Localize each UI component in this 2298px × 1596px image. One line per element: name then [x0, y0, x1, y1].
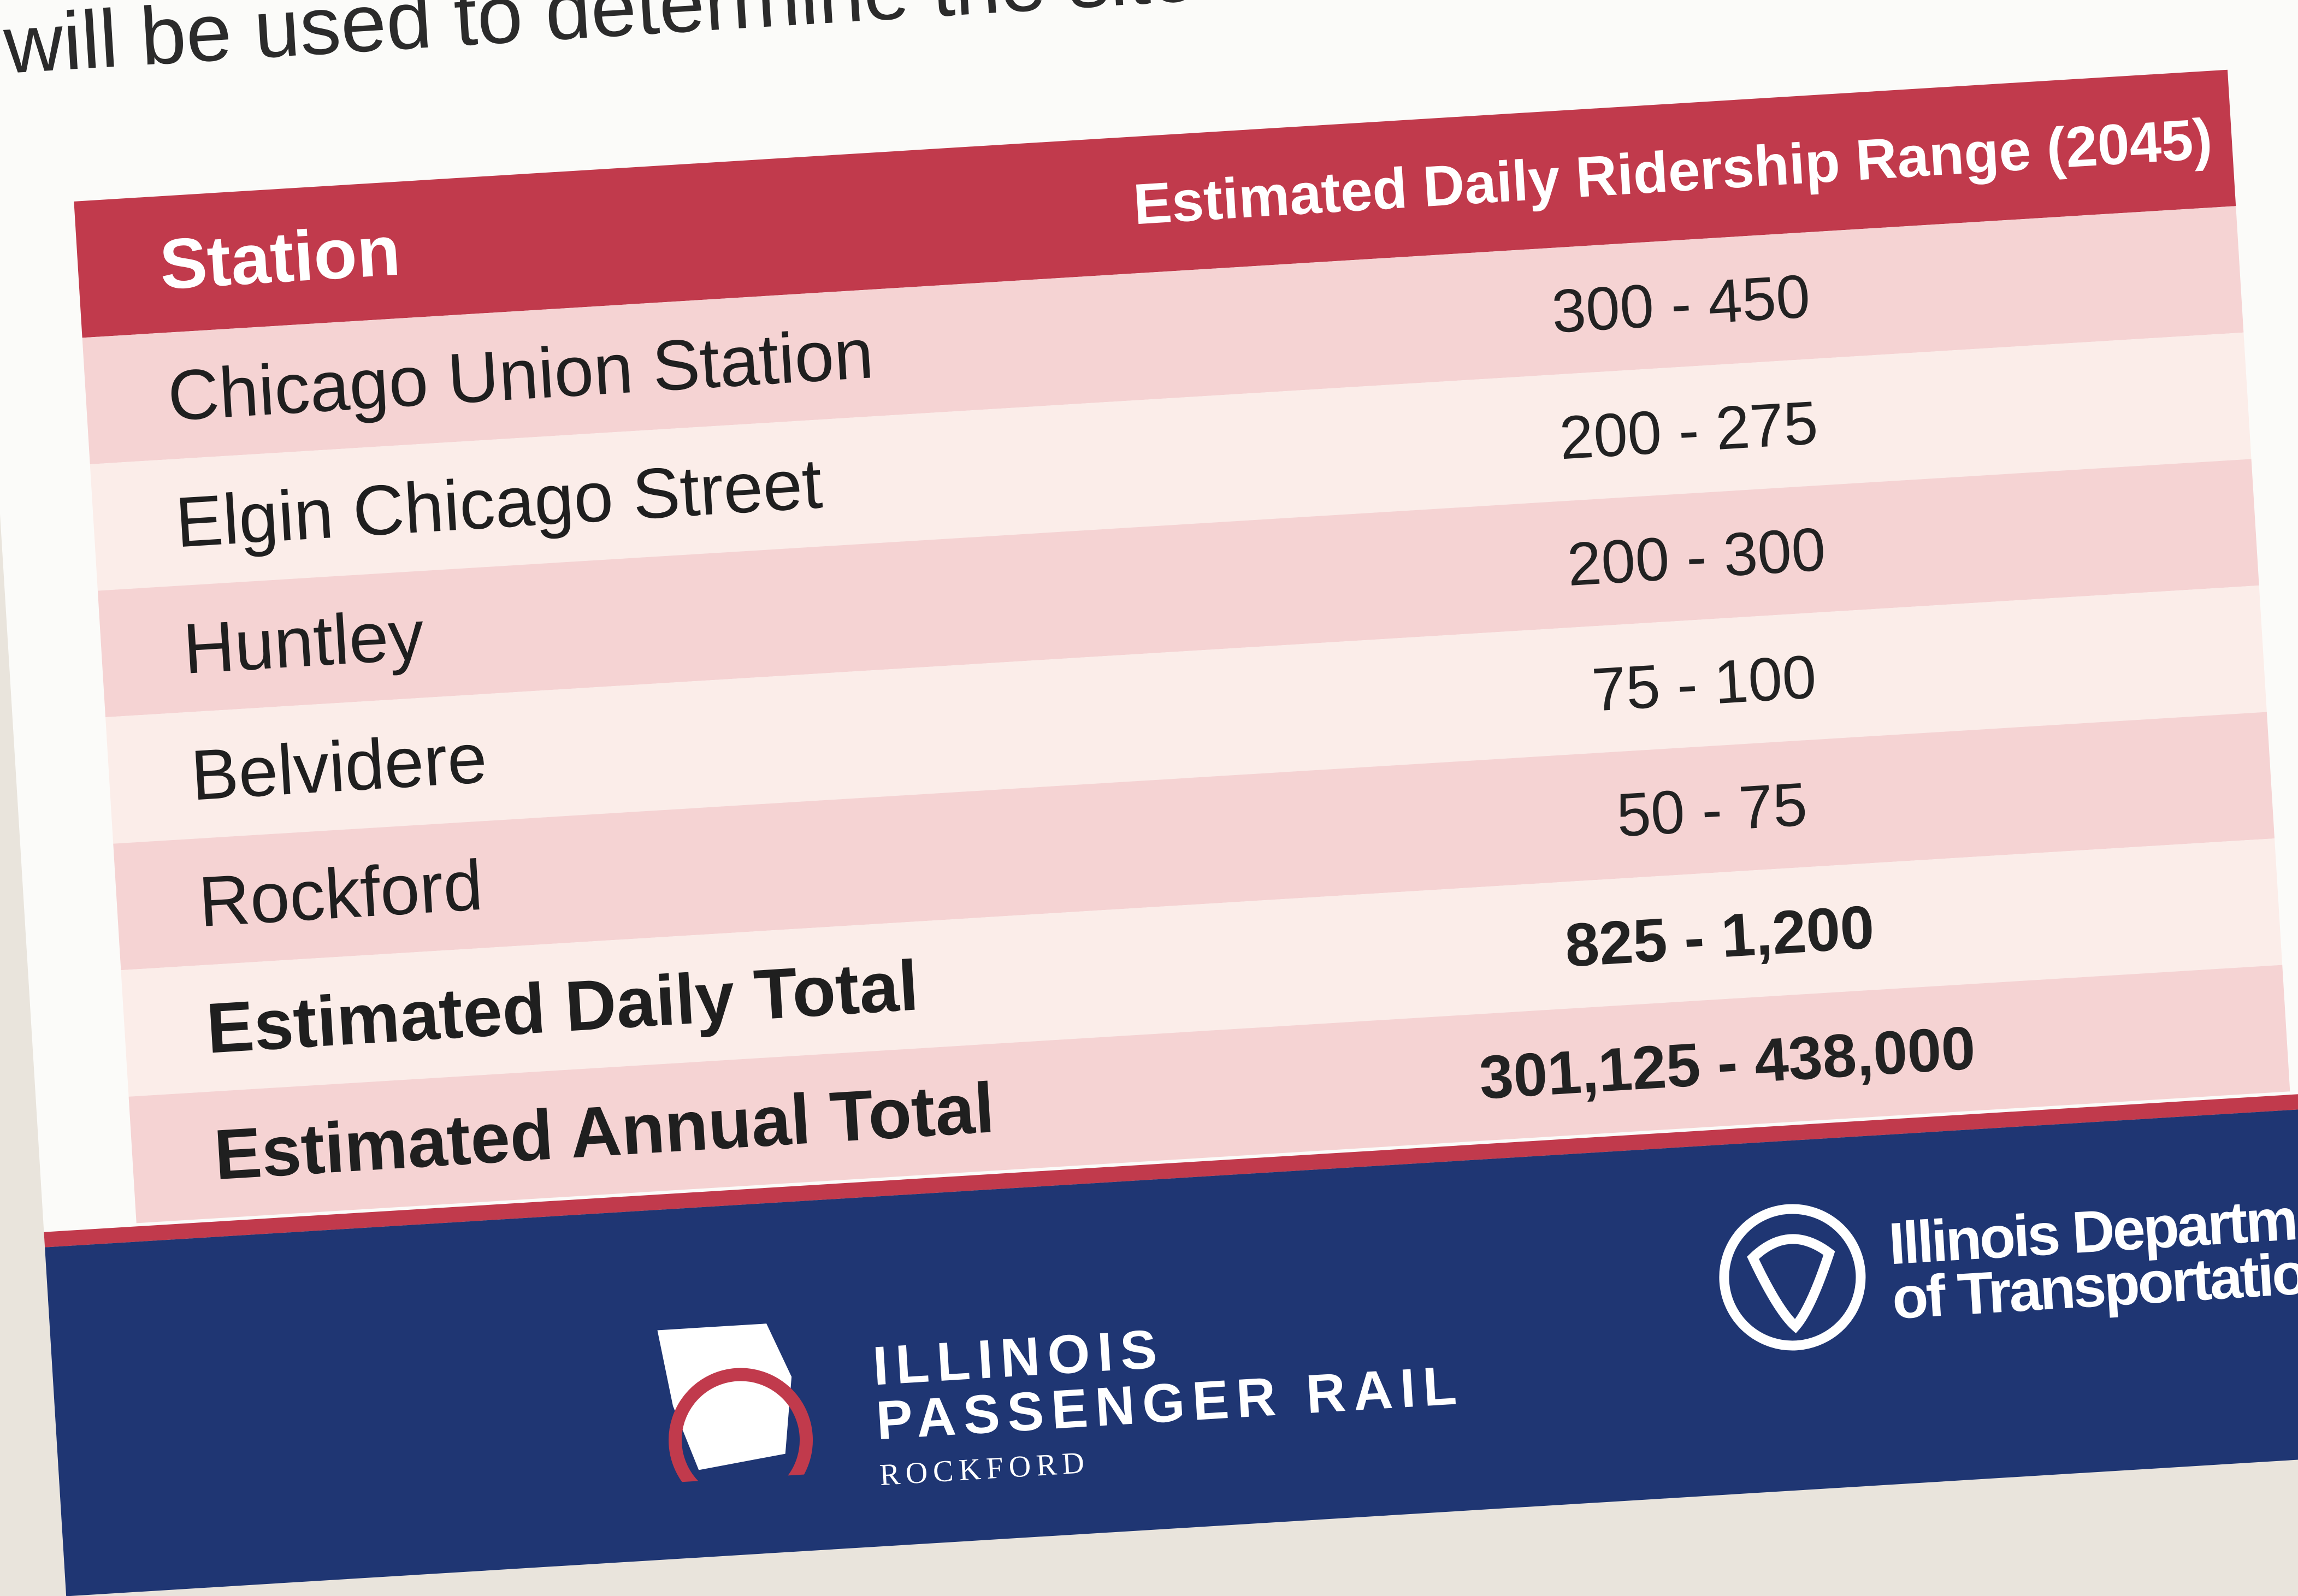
idot-logo: Illinois Department of Transportation	[1711, 1165, 2298, 1358]
idot-name: Illinois Department of Transportation	[1887, 1181, 2298, 1331]
intro-text: will be used to determine the site ameni…	[1, 0, 2298, 92]
footer-band: ILLINOIS PASSENGER RAIL ROCKFORD Illinoi…	[45, 1101, 2298, 1596]
ridership-table: Station Estimated Daily Ridership Range …	[74, 69, 2290, 1223]
state-logo	[657, 1323, 813, 1485]
idot-emblem	[1719, 1204, 1866, 1351]
rail-logo: ILLINOIS PASSENGER RAIL ROCKFORD	[871, 1303, 1469, 1503]
